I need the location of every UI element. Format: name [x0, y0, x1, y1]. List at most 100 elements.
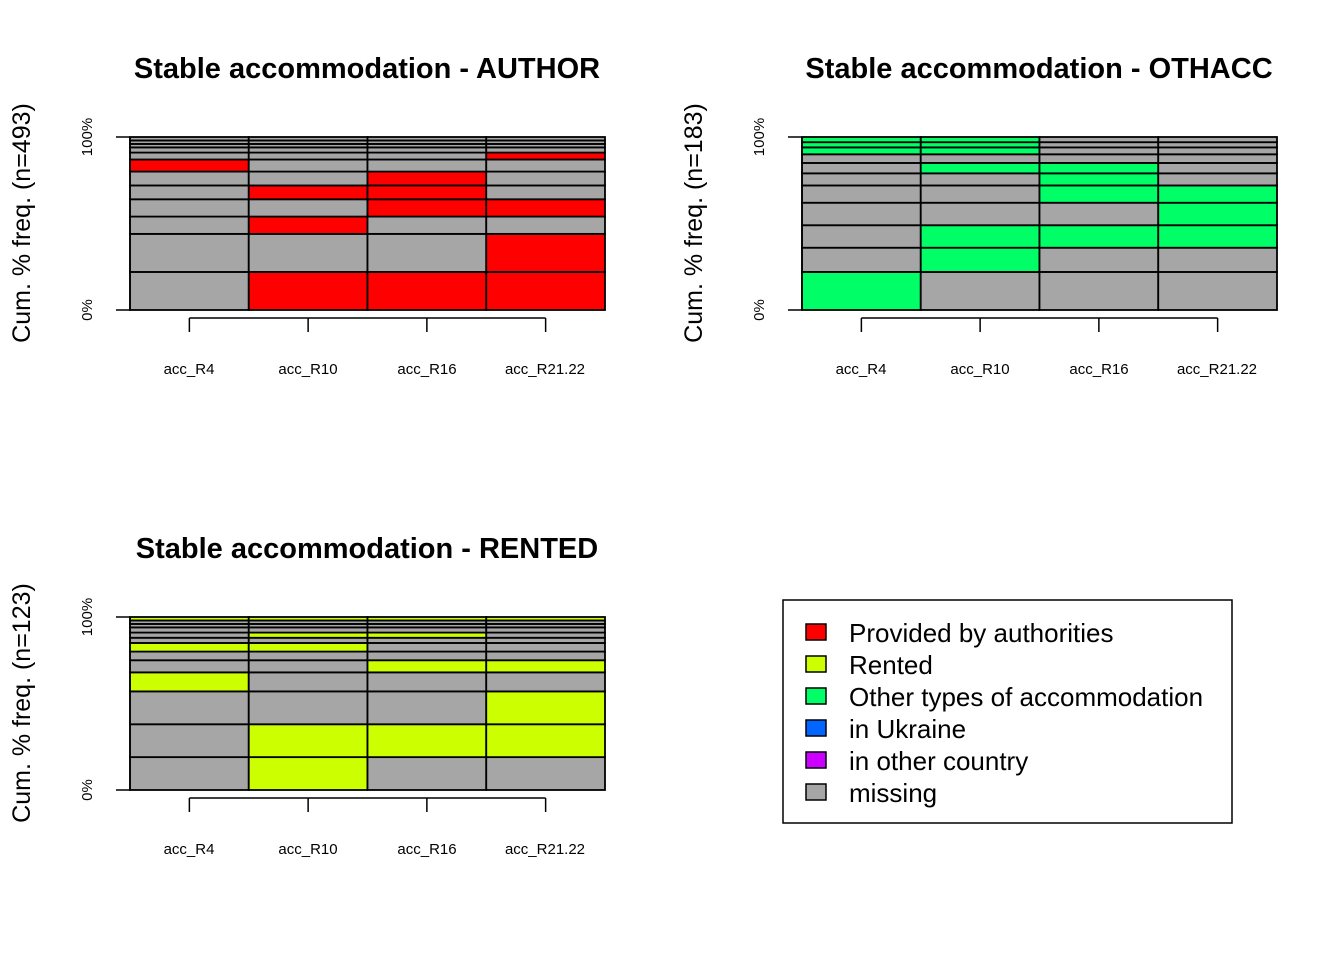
sequence-segment — [1157, 146, 1278, 156]
legend-label: Rented — [849, 650, 933, 680]
y-tick-label-0: 0% — [751, 299, 768, 321]
sequence-segment — [366, 659, 488, 674]
sequence-segment — [129, 232, 250, 273]
sequence-segment — [801, 246, 922, 273]
sequence-segment — [366, 170, 488, 187]
sequence-segment — [129, 642, 250, 653]
x-tick-label: acc_R21.22 — [1177, 361, 1257, 378]
sequence-segment — [247, 215, 369, 235]
sequence-segment — [366, 616, 488, 622]
sequence-segment — [485, 671, 606, 693]
sequence-segment — [485, 271, 606, 311]
sequence-segment — [485, 158, 606, 173]
sequence-segment — [129, 671, 250, 693]
sequence-segment — [366, 215, 488, 235]
sequence-segment — [366, 184, 488, 201]
sequence-segment — [485, 650, 606, 662]
x-tick-label: acc_R21.22 — [505, 841, 585, 858]
sequence-segment — [485, 659, 606, 674]
sequence-segment — [366, 756, 488, 791]
sequence-segment — [485, 723, 606, 759]
axis-layer — [116, 616, 547, 812]
sequence-segment — [1157, 224, 1278, 249]
sequence-segment — [1038, 184, 1160, 204]
panel-author: Stable accommodation - AUTHOR Cum. % fre… — [8, 53, 606, 378]
sequence-segment — [801, 146, 922, 156]
sequence-segment — [919, 162, 1041, 175]
axis-layer — [788, 136, 1219, 332]
sequence-segment — [801, 153, 922, 164]
y-tick-label-100: 100% — [79, 598, 96, 636]
y-tick-label-0: 0% — [79, 299, 96, 321]
sequence-segment — [919, 153, 1041, 164]
sequence-segment — [247, 690, 369, 726]
sequence-segment — [1157, 172, 1278, 187]
legend-item: Rented — [805, 650, 933, 680]
x-tick-label: acc_R16 — [397, 841, 456, 858]
sequence-segment — [1157, 184, 1278, 204]
sequence-segment — [129, 151, 250, 161]
sequence-segment — [247, 232, 369, 273]
y-tick-label-0: 0% — [79, 779, 96, 801]
sequence-segment — [247, 271, 369, 311]
sequence-segment — [366, 151, 488, 161]
sequence-segment — [366, 271, 488, 311]
x-tick-label: acc_R10 — [278, 841, 337, 858]
x-tick-label: acc_R16 — [397, 361, 456, 378]
legend-label: missing — [849, 778, 937, 808]
panel-othacc: Stable accommodation - OTHACC Cum. % fre… — [680, 53, 1278, 378]
legend-item: in Ukraine — [805, 714, 966, 744]
x-tick-label: acc_R10 — [278, 361, 337, 378]
sequence-segment — [919, 224, 1041, 249]
chart-title: Stable accommodation - RENTED — [136, 533, 598, 565]
sequence-segment — [366, 158, 488, 173]
legend-item: missing — [805, 778, 937, 808]
sequence-segment — [129, 184, 250, 201]
sequence-segment — [1157, 271, 1278, 311]
panel-rented: Stable accommodation - RENTED Cum. % fre… — [8, 533, 606, 858]
sequence-segment — [247, 136, 369, 142]
y-axis-label: Cum. % freq. (n=183) — [680, 103, 708, 343]
sequence-segment — [1157, 153, 1278, 164]
legend-swatch — [805, 623, 827, 641]
legend-swatch — [805, 655, 827, 673]
sequence-segment — [1157, 246, 1278, 273]
sequence-segment — [247, 642, 369, 653]
sequence-segment — [485, 170, 606, 187]
sequence-segment — [801, 224, 922, 249]
sequence-segment — [1038, 271, 1160, 311]
bar-layer — [801, 136, 1278, 311]
sequence-segment — [366, 232, 488, 273]
sequence-segment — [485, 184, 606, 201]
sequence-segment — [1038, 172, 1160, 187]
sequence-segment — [247, 184, 369, 201]
legend-label: Provided by authorities — [849, 618, 1113, 648]
sequence-segment — [485, 756, 606, 791]
sequence-segment — [247, 170, 369, 187]
sequence-segment — [1038, 136, 1160, 144]
sequence-segment — [247, 198, 369, 218]
sequence-segment — [129, 158, 250, 173]
x-tick-label: acc_R4 — [164, 361, 215, 378]
sequence-segment — [129, 215, 250, 235]
legend-swatch — [805, 719, 827, 737]
sequence-segment — [919, 172, 1041, 187]
sequence-segment — [1038, 246, 1160, 273]
sequence-segment — [801, 136, 922, 144]
legend-swatch — [805, 687, 827, 705]
sequence-segment — [366, 136, 488, 142]
legend-label: Other types of accommodation — [849, 682, 1203, 712]
chart-title: Stable accommodation - OTHACC — [805, 53, 1272, 85]
sequence-segment — [1038, 224, 1160, 249]
sequence-segment — [485, 616, 606, 622]
sequence-segment — [801, 172, 922, 187]
x-tick-label: acc_R21.22 — [505, 361, 585, 378]
sequence-segment — [247, 723, 369, 759]
sequence-segment — [485, 690, 606, 726]
sequence-segment — [801, 184, 922, 204]
x-tick-label: acc_R10 — [950, 361, 1009, 378]
legend-swatch — [805, 783, 827, 801]
sequence-segment — [919, 136, 1041, 144]
legend-item: Other types of accommodation — [805, 682, 1203, 712]
sequence-segment — [129, 616, 250, 622]
